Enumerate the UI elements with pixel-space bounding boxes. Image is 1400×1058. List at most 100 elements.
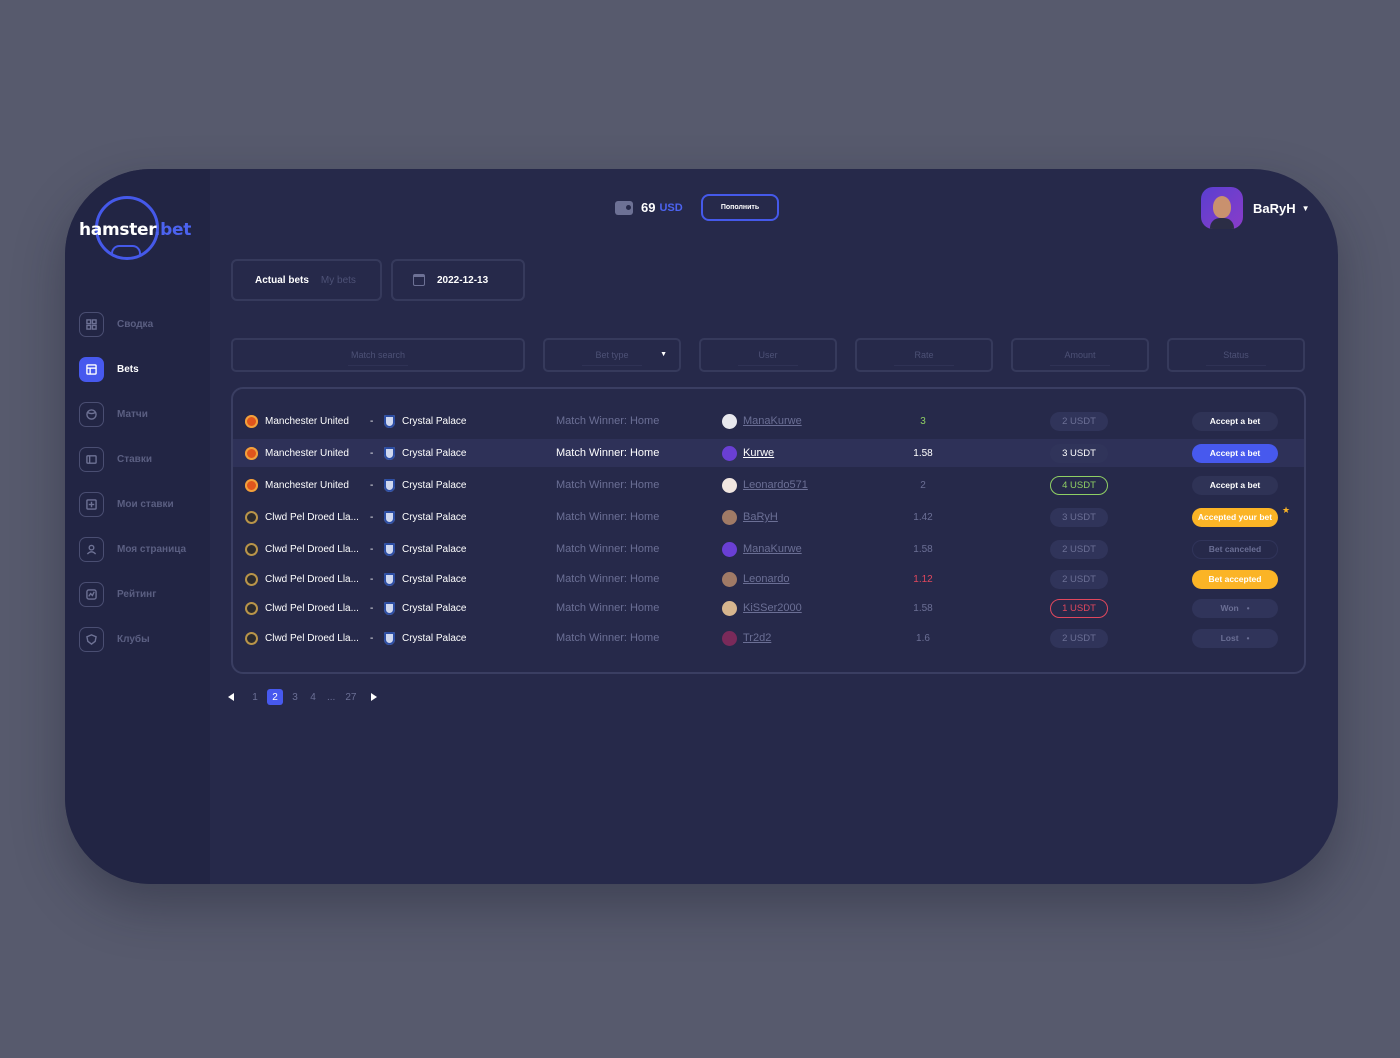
page-button[interactable]: 4 <box>310 691 316 703</box>
home-team: Clwd Pel Droed Lla... <box>245 565 359 593</box>
page-button[interactable]: 1 <box>252 691 258 703</box>
bet-rate: 1.58 <box>913 447 933 459</box>
user-link[interactable]: Leonardo571 <box>743 479 808 491</box>
status-button[interactable]: Accept a bet <box>1192 475 1278 495</box>
status-filter[interactable]: Status <box>1167 338 1305 372</box>
amount-filter-label: Amount <box>1049 350 1111 366</box>
balance-amount: 69 <box>641 200 656 215</box>
home-team-name: Manchester United <box>265 447 349 459</box>
bet-status: Won • <box>1192 594 1278 622</box>
bet-type-filter[interactable]: Bet type ▼ <box>543 338 681 372</box>
home-team-name: Clwd Pel Droed Lla... <box>265 543 359 555</box>
logo-text: hamster.bet <box>79 220 192 240</box>
sidebar-item-3[interactable]: Матчи <box>79 392 186 437</box>
home-team: Clwd Pel Droed Lla... <box>245 503 359 531</box>
team-separator: - <box>370 573 374 585</box>
home-team-name: Clwd Pel Droed Lla... <box>265 511 359 523</box>
table-row: Manchester United - Crystal Palace Match Wi… <box>233 407 1304 435</box>
home-team-crest-icon <box>245 446 258 460</box>
team-separator: - <box>370 479 374 491</box>
prev-page-icon[interactable] <box>228 693 234 701</box>
sidebar-item-label: Рейтинг <box>117 589 157 600</box>
table-row: Clwd Pel Droed Lla... - Crystal Palace Matc… <box>233 503 1304 531</box>
status-button[interactable]: Accept a bet <box>1192 443 1278 463</box>
user-filter[interactable]: User <box>699 338 837 372</box>
status-button[interactable]: Accept a bet <box>1192 411 1278 431</box>
bets-tabs: Actual bets My bets <box>231 259 382 301</box>
user-link[interactable]: Kurwe <box>743 447 775 459</box>
user-link[interactable]: ManaKurwe <box>743 415 802 427</box>
user-link[interactable]: ManaKurwe <box>743 543 802 555</box>
match-search-input[interactable]: Match search <box>231 338 525 372</box>
bet-rate: 1.58 <box>913 543 933 555</box>
pagination: 1 2 3 4... 27 <box>228 689 378 705</box>
page-button[interactable]: 3 <box>292 691 298 703</box>
user-link[interactable]: Tr2d2 <box>743 632 772 644</box>
bet-amount: 3 USDT <box>1050 439 1108 467</box>
bet-amount: 2 USDT <box>1050 407 1108 435</box>
status-filter-label: Status <box>1206 350 1266 366</box>
status-dot: • <box>1246 603 1250 613</box>
sidebar-item-4[interactable]: Ставки <box>79 437 186 482</box>
status-button[interactable]: Accepted your bet <box>1192 507 1278 527</box>
user-link[interactable]: Leonardo <box>743 573 790 585</box>
my-bets-icon <box>79 492 104 517</box>
page-button[interactable]: 27 <box>345 691 357 703</box>
tab-my-bets[interactable]: My bets <box>320 274 356 286</box>
wallet-icon <box>615 200 633 215</box>
username: BaRyH <box>1253 200 1296 216</box>
dashboard-icon <box>79 312 104 337</box>
bet-type: Match Winner: Home <box>556 632 660 644</box>
bet-type: Match Winner: Home <box>556 415 660 427</box>
status-button[interactable]: Bet accepted <box>1192 569 1278 589</box>
away-team: Crystal Palace <box>384 624 466 652</box>
date-picker[interactable]: 2022-12-13 <box>391 259 525 301</box>
bet-status: Lost • <box>1192 624 1278 652</box>
sidebar-item-1[interactable]: Сводка <box>79 302 186 347</box>
status-button[interactable]: Lost • <box>1192 628 1278 648</box>
amount-badge: 2 USDT <box>1050 569 1108 589</box>
sidebar-item-6[interactable]: Моя страница <box>79 527 186 572</box>
topup-button[interactable]: Пополнить <box>701 194 779 221</box>
star-icon: ★ <box>1282 505 1291 515</box>
sidebar-item-2[interactable]: Bets <box>79 347 186 392</box>
amount-badge: 2 USDT <box>1050 411 1108 431</box>
away-team-crest-icon <box>384 542 395 556</box>
tab-actual-bets[interactable]: Actual bets <box>255 274 309 286</box>
away-team: Crystal Palace <box>384 503 466 531</box>
sidebar-item-7[interactable]: Рейтинг <box>79 572 186 617</box>
bets-list-icon <box>79 357 104 382</box>
user-link[interactable]: BaRyH <box>743 511 778 523</box>
bets-table: Manchester United - Crystal Palace Match Wi… <box>231 387 1306 674</box>
team-separator: - <box>370 447 374 459</box>
app-window: hamster.bet Сводка Bets Матчи Ставки Мои ста… <box>65 169 1338 884</box>
user-avatar-icon <box>722 541 737 557</box>
logo[interactable]: hamster.bet <box>79 193 199 269</box>
amount-badge: 2 USDT <box>1050 628 1108 648</box>
away-team-crest-icon <box>384 478 395 492</box>
amount-badge: 3 USDT <box>1050 507 1108 527</box>
rate-filter[interactable]: Rate <box>855 338 993 372</box>
team-separator: - <box>370 543 374 555</box>
sidebar-item-5[interactable]: Мои ставки <box>79 482 186 527</box>
next-page-icon[interactable] <box>371 693 378 701</box>
status-button[interactable]: Won • <box>1192 598 1278 618</box>
user-menu[interactable]: BaRyH ▼ <box>1201 187 1310 229</box>
amount-filter[interactable]: Amount <box>1011 338 1149 372</box>
status-button[interactable]: Bet canceled <box>1192 539 1278 559</box>
user-avatar-icon <box>722 630 737 646</box>
amount-badge: 3 USDT <box>1050 443 1108 463</box>
page-button[interactable]: 2 <box>267 689 283 705</box>
sidebar-item-label: Bets <box>117 364 139 375</box>
table-row: Clwd Pel Droed Lla... - Crystal Palace Matc… <box>233 565 1304 593</box>
bet-status: Bet canceled <box>1192 535 1278 563</box>
wallet-balance: 69 USD <box>615 200 683 215</box>
away-team-name: Crystal Palace <box>402 479 467 491</box>
sidebar-item-8[interactable]: Клубы <box>79 617 186 662</box>
user-link[interactable]: KiSSer2000 <box>743 602 802 614</box>
away-team-name: Crystal Palace <box>402 602 467 614</box>
status-dot: • <box>1246 633 1250 643</box>
avatar <box>1201 187 1243 229</box>
sidebar-nav: Сводка Bets Матчи Ставки Мои ставки Моя стран… <box>79 302 186 662</box>
sidebar-item-label: Моя страница <box>117 544 187 555</box>
